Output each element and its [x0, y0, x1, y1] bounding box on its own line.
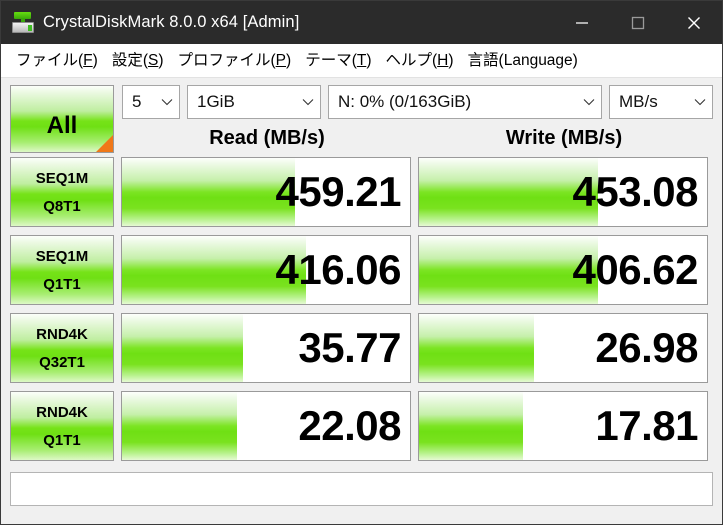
maximize-icon	[631, 16, 645, 29]
menu-item-theme[interactable]: テーマ(T)	[298, 53, 378, 69]
status-bar-area	[10, 469, 713, 524]
write-score-value: 406.62	[572, 246, 699, 293]
status-bar	[10, 472, 713, 506]
read-bar-fill	[122, 158, 295, 226]
run-all-button[interactable]: All	[10, 85, 114, 153]
test-label-line2: Q1T1	[43, 275, 81, 293]
menu-item-file-text: ファイル(	[16, 51, 84, 69]
chevron-down-icon	[302, 98, 314, 106]
unit-select[interactable]: MB/s	[609, 85, 713, 119]
menu-item-profile-text: プロファイル(	[177, 51, 276, 69]
main-content: All 5 1GiB	[1, 78, 722, 524]
test-label-rnd4k-q32t1[interactable]: RND4K Q32T1	[10, 313, 114, 383]
table-row: RND4K Q1T1 22.08 17.81	[10, 391, 713, 461]
chevron-down-icon	[161, 98, 173, 106]
disk-drive-icon	[12, 11, 34, 34]
menu-item-file-post: )	[92, 51, 98, 69]
menu-item-theme-post: )	[366, 51, 372, 69]
menu-bar: ファイル(F) 設定(S) プロファイル(P) テーマ(T) ヘルプ(H) 言語…	[1, 44, 722, 78]
all-button-corner-marker	[96, 135, 113, 152]
write-score-rnd4k-q1t1[interactable]: 17.81	[418, 391, 708, 461]
menu-item-help-post: )	[448, 51, 454, 69]
table-row: SEQ1M Q1T1 416.06 406.62	[10, 235, 713, 305]
read-bar-fill	[122, 314, 243, 382]
write-bar-fill	[419, 158, 598, 226]
window-controls	[554, 1, 722, 44]
menu-item-profile-accel: P	[275, 51, 287, 69]
menu-item-profile[interactable]: プロファイル(P)	[171, 53, 299, 69]
toolbar: All 5 1GiB	[10, 85, 713, 157]
menu-item-settings-accel: S	[147, 51, 159, 69]
read-bar-fill	[122, 236, 307, 304]
test-label-seq1m-q8t1[interactable]: SEQ1M Q8T1	[10, 157, 114, 227]
close-button[interactable]	[666, 1, 722, 44]
table-row: SEQ1M Q8T1 459.21 453.08	[10, 157, 713, 227]
menu-item-theme-accel: T	[356, 51, 367, 69]
column-headers: Read (MB/s) Write (MB/s)	[122, 120, 713, 156]
target-drive-value: N: 0% (0/163GiB)	[338, 92, 472, 111]
chevron-down-icon	[583, 98, 595, 106]
toolbar-right: 5 1GiB N: 0% (0/163GiB)	[122, 85, 713, 156]
menu-item-file-accel: F	[83, 51, 93, 69]
menu-item-settings-post: )	[158, 51, 164, 69]
minimize-button[interactable]	[554, 1, 610, 44]
read-column-header: Read (MB/s)	[209, 126, 325, 149]
write-bar-fill	[419, 236, 598, 304]
write-score-value: 26.98	[595, 324, 698, 371]
test-count-select[interactable]: 5	[122, 85, 180, 119]
menu-item-file[interactable]: ファイル(F)	[9, 53, 105, 69]
menu-item-theme-text: テーマ(	[305, 51, 357, 69]
test-count-value: 5	[132, 92, 142, 111]
menu-item-settings[interactable]: 設定(S)	[105, 53, 171, 69]
read-score-rnd4k-q32t1[interactable]: 35.77	[121, 313, 411, 383]
title-bar: CrystalDiskMark 8.0.0 x64 [Admin]	[1, 1, 722, 44]
minimize-icon	[576, 21, 588, 24]
maximize-button[interactable]	[610, 1, 666, 44]
write-column-header: Write (MB/s)	[505, 126, 623, 149]
write-score-seq1m-q8t1[interactable]: 453.08	[418, 157, 708, 227]
close-icon	[688, 16, 700, 29]
menu-item-language[interactable]: 言語(Language)	[461, 53, 585, 69]
read-bar-fill	[122, 392, 238, 460]
read-score-value: 416.06	[275, 246, 402, 293]
read-score-seq1m-q8t1[interactable]: 459.21	[121, 157, 411, 227]
menu-item-help[interactable]: ヘルプ(H)	[379, 53, 461, 69]
test-size-value: 1GiB	[197, 92, 235, 111]
write-bar-fill	[419, 392, 523, 460]
results-table: SEQ1M Q8T1 459.21 453.08 SEQ1M Q1T1	[10, 157, 713, 469]
test-label-rnd4k-q1t1[interactable]: RND4K Q1T1	[10, 391, 114, 461]
table-row: RND4K Q32T1 35.77 26.98	[10, 313, 713, 383]
read-score-value: 35.77	[298, 324, 401, 371]
write-score-seq1m-q1t1[interactable]: 406.62	[418, 235, 708, 305]
read-score-value: 459.21	[275, 168, 402, 215]
read-score-value: 22.08	[298, 402, 401, 449]
test-label-line2: Q1T1	[43, 431, 81, 449]
menu-item-profile-post: )	[286, 51, 292, 69]
run-all-label: All	[46, 112, 78, 139]
test-label-line2: Q8T1	[43, 197, 81, 215]
menu-item-help-text: ヘルプ(	[385, 51, 438, 69]
test-label-line1: SEQ1M	[35, 169, 89, 187]
write-score-value: 453.08	[572, 168, 699, 215]
menu-item-language-text: 言語(Language)	[467, 51, 578, 69]
write-score-rnd4k-q32t1[interactable]: 26.98	[418, 313, 708, 383]
write-bar-fill	[419, 314, 535, 382]
test-label-line1: RND4K	[36, 403, 88, 421]
chevron-down-icon	[694, 98, 706, 106]
test-size-select[interactable]: 1GiB	[187, 85, 321, 119]
unit-value: MB/s	[619, 92, 658, 111]
write-score-value: 17.81	[595, 402, 698, 449]
menu-item-help-accel: H	[437, 51, 449, 69]
settings-row: 5 1GiB N: 0% (0/163GiB)	[122, 85, 713, 119]
target-drive-select[interactable]: N: 0% (0/163GiB)	[328, 85, 602, 119]
menu-item-settings-text: 設定(	[111, 51, 148, 69]
window-title: CrystalDiskMark 8.0.0 x64 [Admin]	[43, 13, 300, 31]
test-label-line1: SEQ1M	[35, 247, 89, 265]
test-label-line1: RND4K	[36, 325, 88, 343]
read-score-seq1m-q1t1[interactable]: 416.06	[121, 235, 411, 305]
test-label-seq1m-q1t1[interactable]: SEQ1M Q1T1	[10, 235, 114, 305]
read-score-rnd4k-q1t1[interactable]: 22.08	[121, 391, 411, 461]
test-label-line2: Q32T1	[39, 353, 85, 371]
